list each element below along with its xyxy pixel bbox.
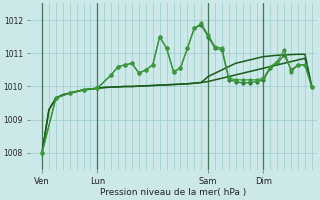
X-axis label: Pression niveau de la mer( hPa ): Pression niveau de la mer( hPa ) — [100, 188, 247, 197]
